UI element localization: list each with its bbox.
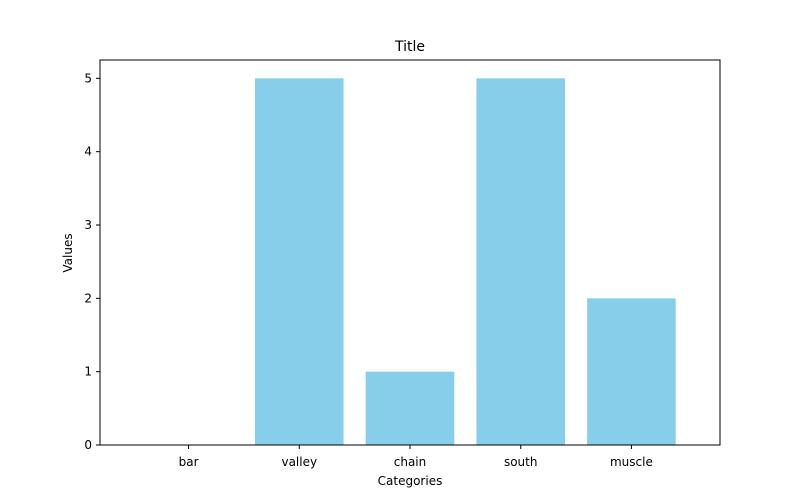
y-axis-label: Values xyxy=(61,233,75,272)
y-tick-label-0: 0 xyxy=(84,438,92,452)
bar-valley xyxy=(255,78,344,445)
y-tick-label-4: 4 xyxy=(84,145,92,159)
y-tick-label-2: 2 xyxy=(84,291,92,305)
y-tick-label-5: 5 xyxy=(84,71,92,85)
x-tick-label-valley: valley xyxy=(281,455,317,469)
x-tick-label-chain: chain xyxy=(394,455,427,469)
x-tick-label-bar: bar xyxy=(179,455,199,469)
y-tick-label-1: 1 xyxy=(84,365,92,379)
bar-south xyxy=(476,78,565,445)
chart-title: Title xyxy=(394,39,425,55)
bar-chain xyxy=(365,371,455,445)
axes: bar valley chain south muscle 0 1 2 3 4 5 xyxy=(84,59,721,469)
y-tick-label-3: 3 xyxy=(84,218,92,232)
x-tick-label-south: south xyxy=(504,455,538,469)
bar-muscle xyxy=(587,298,676,445)
x-axis-label: Categories xyxy=(378,474,443,488)
x-tick-label-muscle: muscle xyxy=(610,455,653,469)
axes-frame xyxy=(99,59,721,446)
plot-area xyxy=(255,78,676,445)
